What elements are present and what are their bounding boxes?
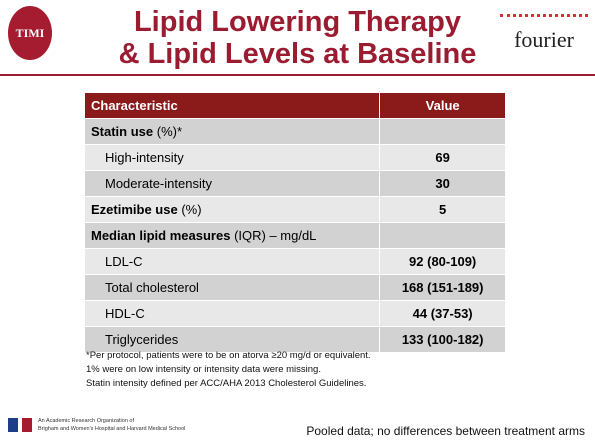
value: 5 — [439, 202, 447, 217]
value: 168 (151-189) — [401, 280, 484, 295]
section-label: Statin use — [91, 124, 154, 139]
row-label: LDL-C — [105, 254, 143, 269]
section-row: Median lipid measures (IQR) – mg/dL — [85, 223, 505, 249]
title: & Lipid Levels at Baseline — [118, 38, 477, 70]
org-text: Brigham and Women's Hospital and Harvard… — [38, 426, 186, 432]
table-row: Total cholesterol 168 (151-189) — [85, 275, 505, 301]
value: 133 (100-182) — [401, 332, 484, 347]
table-row: HDL-C 44 (37-53) — [85, 301, 505, 327]
timi-logo: TIMI — [8, 6, 52, 60]
logo-text: fourier — [514, 27, 574, 52]
section-note: (%)* — [156, 124, 183, 139]
label-cell: Triglycerides — [85, 332, 379, 347]
row-label: HDL-C — [105, 306, 145, 321]
label-cell: LDL-C — [85, 254, 379, 269]
row-label: Total cholesterol — [105, 280, 199, 295]
table-row: Triglycerides 133 (100-182) — [85, 327, 505, 353]
table-header: Characteristic Value — [85, 93, 505, 119]
value: 44 (37-53) — [412, 306, 473, 321]
shield-icon — [22, 418, 32, 432]
title: Lipid Lowering Therapy — [133, 6, 462, 38]
value-cell — [379, 119, 505, 144]
label-cell: Ezetimibe use (%) — [85, 202, 379, 217]
label-cell: Statin use (%)* — [85, 124, 379, 139]
label-cell: High-intensity — [85, 150, 379, 165]
label-cell: Median lipid measures (IQR) – mg/dL — [85, 228, 379, 243]
value-cell: 30 — [379, 171, 505, 196]
label-cell: HDL-C — [85, 306, 379, 321]
section-note: (IQR) – mg/dL — [234, 228, 317, 243]
value-cell: 133 (100-182) — [379, 327, 505, 352]
section-row: Statin use (%)* — [85, 119, 505, 145]
section-row: Ezetimibe use (%) 5 — [85, 197, 505, 223]
section-label: Median lipid measures — [91, 228, 231, 243]
footer-note: Pooled data; no differences between trea… — [306, 424, 585, 438]
org-text: An Academic Research Organization of — [38, 418, 134, 424]
table-row: LDL-C 92 (80-109) — [85, 249, 505, 275]
footnote: Statin intensity defined per ACC/AHA 201… — [86, 378, 367, 389]
divider — [0, 74, 595, 76]
row-label: Moderate-intensity — [105, 176, 212, 191]
logo-text: TIMI — [15, 26, 45, 40]
value-cell: 44 (37-53) — [379, 301, 505, 326]
label-cell: Total cholesterol — [85, 280, 379, 295]
value-cell — [379, 223, 505, 248]
shield-icon — [8, 418, 18, 432]
value-cell: 168 (151-189) — [379, 275, 505, 300]
table: Characteristic Value Statin use (%)* High… — [85, 93, 505, 353]
header-cell: Characteristic — [91, 98, 178, 113]
table-row: High-intensity 69 — [85, 145, 505, 171]
row-label: High-intensity — [105, 150, 184, 165]
row-label: Triglycerides — [105, 332, 179, 347]
header-cell: Value — [379, 93, 505, 118]
value-cell: 5 — [379, 197, 505, 222]
value: 30 — [435, 176, 450, 191]
label-cell: Moderate-intensity — [85, 176, 379, 191]
section-label: Ezetimibe use — [91, 202, 178, 217]
table-row: Moderate-intensity 30 — [85, 171, 505, 197]
value-cell: 69 — [379, 145, 505, 170]
footnote: 1% were on low intensity or intensity da… — [86, 364, 321, 375]
footnote: *Per protocol, patients were to be on at… — [86, 350, 371, 361]
value: 69 — [435, 150, 450, 165]
value: 92 (80-109) — [409, 254, 477, 269]
value-cell: 92 (80-109) — [379, 249, 505, 274]
fourier-logo: fourier — [500, 14, 588, 61]
section-note: (%) — [181, 202, 202, 217]
